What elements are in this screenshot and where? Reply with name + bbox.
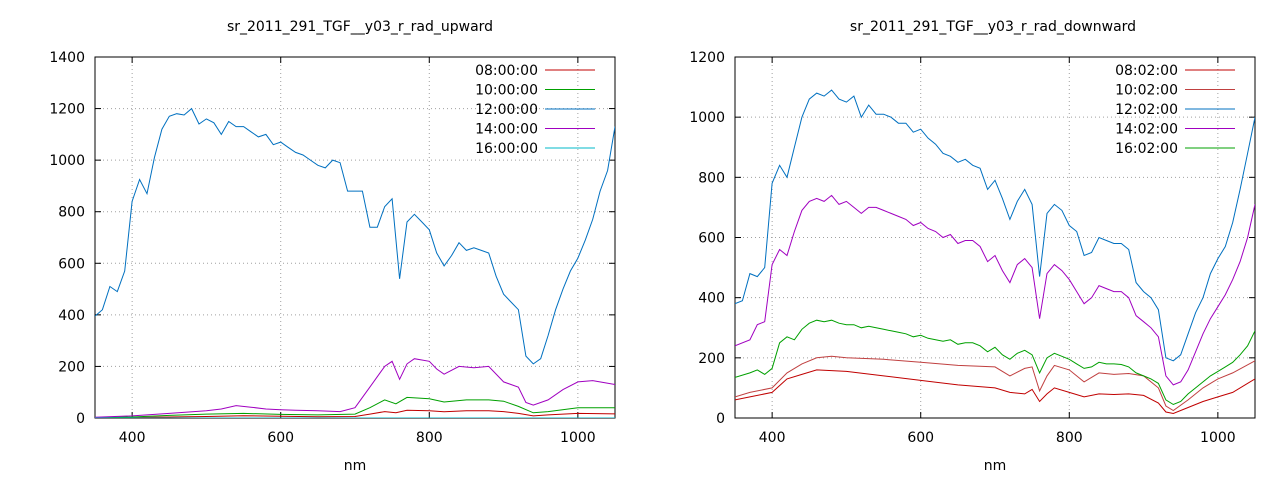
y-tick-label: 400: [58, 308, 85, 324]
series-line-12-00-00: [95, 107, 615, 365]
chart-panel-0: sr_2011_291_TGF__y03_r_rad_upward 400 600 8…: [49, 19, 616, 474]
y-tick-label: 600: [58, 256, 85, 272]
legend-label: 14:02:00: [1115, 122, 1178, 138]
legend-label: 08:02:00: [1115, 63, 1178, 79]
legend-label: 14:00:00: [475, 122, 538, 138]
y-tick-label: 800: [698, 170, 725, 186]
chart-title: sr_2011_291_TGF__y03_r_rad_downward: [850, 19, 1136, 35]
chart-panel-1: sr_2011_291_TGF__y03_r_rad_downward 400 60…: [689, 19, 1256, 474]
y-tick-label: 0: [76, 411, 85, 427]
chart-title: sr_2011_291_TGF__y03_r_rad_upward: [227, 19, 493, 35]
legend-label: 12:00:00: [475, 102, 538, 118]
legend-label: 10:00:00: [475, 83, 538, 99]
series-line-10-00-00: [95, 396, 615, 418]
x-axis-label: nm: [984, 458, 1007, 474]
x-tick-label: 800: [1056, 430, 1083, 446]
x-tick-label: 400: [119, 430, 146, 446]
x-tick-label: 1000: [560, 430, 596, 446]
y-tick-label: 1000: [49, 153, 85, 169]
series-line-10-02-00: [735, 355, 1255, 412]
y-tick-label: 400: [698, 291, 725, 307]
legend-label: 08:00:00: [475, 63, 538, 79]
series-line-14-02-00: [735, 194, 1255, 386]
y-tick-label: 1400: [49, 50, 85, 66]
y-tick-label: 1000: [689, 110, 725, 126]
y-tick-label: 800: [58, 205, 85, 221]
x-tick-label: 400: [759, 430, 786, 446]
x-axis-label: nm: [344, 458, 367, 474]
series-line-08-00-00: [95, 409, 615, 418]
y-tick-label: 200: [58, 359, 85, 375]
y-tick-label: 1200: [689, 50, 725, 66]
series-line-08-02-00: [735, 369, 1255, 415]
series-line-16-02-00: [735, 319, 1255, 406]
x-tick-label: 800: [416, 430, 443, 446]
y-tick-label: 600: [698, 231, 725, 247]
x-tick-label: 600: [907, 430, 934, 446]
y-tick-label: 200: [698, 351, 725, 367]
legend-label: 16:00:00: [475, 141, 538, 157]
x-tick-label: 1000: [1200, 430, 1236, 446]
y-tick-label: 1200: [49, 102, 85, 118]
legend-label: 12:02:00: [1115, 102, 1178, 118]
x-tick-label: 600: [267, 430, 294, 446]
legend-label: 10:02:00: [1115, 83, 1178, 99]
series-line-14-00-00: [95, 358, 615, 418]
series-line-12-02-00: [735, 89, 1255, 362]
legend-label: 16:02:00: [1115, 141, 1178, 157]
y-tick-label: 0: [716, 411, 725, 427]
